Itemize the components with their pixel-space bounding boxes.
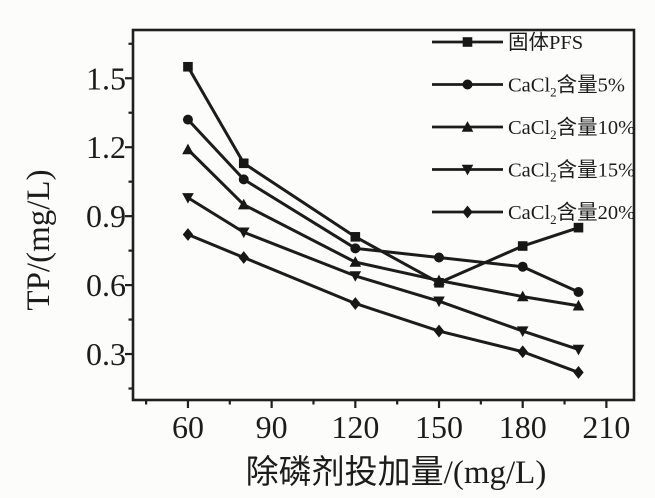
legend-item: CaCl2含量5%	[432, 74, 625, 100]
square-marker	[573, 222, 584, 233]
x-tick-label: 210	[582, 409, 630, 445]
legend-item: CaCl2含量20%	[432, 201, 635, 227]
y-tick-label: 0.3	[86, 336, 126, 372]
x-tick-label: 120	[331, 409, 379, 445]
data-series	[182, 61, 585, 379]
triangle-up-marker	[516, 290, 529, 302]
diamond-marker	[573, 366, 584, 379]
square-marker	[350, 232, 361, 242]
legend-label: CaCl2含量15%	[508, 159, 635, 185]
series-line	[186, 148, 580, 308]
y-tick-label: 1.5	[86, 60, 126, 96]
triangle-down-marker	[237, 227, 250, 239]
series-circle	[182, 114, 584, 297]
square-marker	[183, 61, 193, 72]
circle-marker	[350, 243, 361, 254]
legend-item: CaCl2含量10%	[432, 116, 635, 142]
series-triangle-up	[182, 143, 585, 311]
legend-triangle-up-marker	[461, 121, 474, 132]
plot-area: 60 90 120 150 180 210 0.3 0.6 0.9 1.2 1.5	[86, 28, 636, 445]
series-line	[186, 118, 580, 294]
legend-label: 固体PFS	[508, 31, 583, 54]
legend-item: CaCl2含量15%	[432, 159, 635, 185]
legend-label: CaCl2含量10%	[508, 116, 635, 142]
triangle-down-marker	[572, 344, 585, 356]
y-tick-label: 1.2	[86, 129, 126, 165]
circle-marker	[573, 286, 584, 297]
diamond-marker	[350, 297, 361, 310]
y-axis-title: TP/(mg/L)	[21, 169, 57, 310]
legend-label: CaCl2含量20%	[508, 201, 635, 227]
legend-item: 固体PFS	[432, 31, 583, 54]
x-tick-label: 150	[415, 409, 463, 445]
square-marker	[238, 158, 249, 169]
triangle-up-marker	[349, 256, 362, 267]
legend-diamond-marker	[462, 205, 473, 219]
series-diamond	[182, 228, 584, 379]
diamond-marker	[182, 228, 194, 241]
legend-label: CaCl2含量5%	[508, 74, 625, 100]
circle-marker	[517, 261, 528, 272]
series-line	[186, 196, 580, 351]
y-tick-label: 0.9	[86, 198, 126, 234]
triangle-down-marker	[516, 326, 529, 337]
circle-marker	[434, 252, 445, 263]
series-line	[186, 233, 580, 374]
x-tick-label: 60	[172, 409, 204, 445]
triangle-down-marker	[182, 193, 194, 204]
plot-frame	[131, 28, 636, 402]
diamond-marker	[433, 324, 445, 338]
triangle-up-marker	[237, 198, 250, 210]
square-marker	[517, 241, 528, 251]
x-tick-label: 180	[499, 409, 547, 445]
legend-square-marker	[462, 37, 473, 47]
circle-marker	[238, 174, 249, 185]
x-tick-label: 90	[256, 409, 288, 445]
triangle-up-marker	[182, 143, 194, 155]
triangle-down-marker	[433, 296, 445, 308]
triangle-down-marker	[349, 271, 362, 282]
legend-circle-marker	[462, 79, 473, 90]
legend-triangle-down-marker	[461, 164, 474, 176]
diamond-marker	[238, 251, 249, 264]
series-line	[186, 65, 580, 285]
x-axis-title: 除磷剂投加量/(mg/L)	[246, 454, 547, 491]
series-triangle-down	[182, 193, 585, 356]
circle-marker	[182, 114, 193, 125]
diamond-marker	[517, 345, 528, 359]
triangle-up-marker	[572, 299, 585, 311]
y-tick-label: 0.6	[86, 267, 126, 303]
legend: 固体PFS CaCl2含量5% CaCl2含量10% CaCl2含量15% CaCl2含…	[432, 31, 635, 227]
triangle-up-marker	[433, 274, 445, 286]
